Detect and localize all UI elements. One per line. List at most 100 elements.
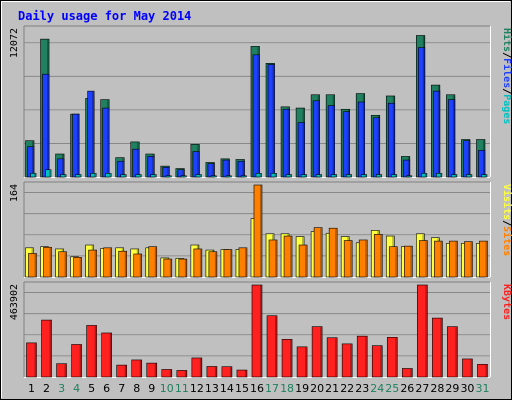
bar-pages-day-5 [90,173,97,178]
bar-files-day-24 [372,117,381,178]
bar-sites-day-24 [373,234,383,278]
x-tick-label-day-8: 8 [133,382,140,395]
bar-sites-day-27 [419,240,428,278]
bar-kbytes-day-8 [131,359,143,378]
panel-max-label: 12072 [9,28,20,58]
bar-files-day-2 [42,73,50,178]
panel-legend: Visits/Sites [501,184,512,256]
bar-sites-day-1 [28,253,37,278]
bar-pages-day-15 [240,175,247,178]
bar-kbytes-day-5 [86,325,97,378]
x-tick-label-day-17: 17 [265,382,279,395]
bar-files-day-6 [102,107,110,178]
bar-kbytes-day-18 [281,339,293,378]
x-tick-label-day-30: 30 [460,382,474,395]
bar-kbytes-day-20 [311,326,323,378]
bar-kbytes-day-2 [41,319,52,378]
bar-sites-day-9 [148,246,158,278]
bar-pages-day-23 [360,174,368,178]
bar-kbytes-day-25 [386,337,398,378]
x-tick-label-day-13: 13 [205,382,219,395]
bar-kbytes-day-11 [176,370,188,378]
panel-hits: 12072 Hits/Files/Pages [9,25,512,178]
x-tick-label-day-6: 6 [103,382,110,395]
bar-sites-day-25 [388,246,398,278]
bar-pages-day-13 [210,175,217,178]
bars-hits [25,35,488,178]
bar-sites-day-15 [238,247,248,278]
x-tick-label-day-2: 2 [43,382,50,395]
x-tick-label-day-9: 9 [148,382,155,395]
bar-sites-day-16 [253,184,263,278]
bar-files-day-19 [297,122,305,178]
bar-files-day-29 [448,99,456,178]
bar-kbytes-day-7 [116,364,127,378]
x-tick-label-day-5: 5 [88,382,95,395]
bar-sites-day-18 [283,235,293,278]
x-tick-label-day-18: 18 [280,382,294,395]
x-tick-label-day-24: 24 [370,382,384,395]
bar-sites-day-21 [328,227,338,278]
bar-kbytes-day-4 [71,344,82,378]
bar-pages-day-31 [481,174,488,178]
bar-files-day-27 [418,47,426,178]
x-tick-label-day-14: 14 [220,382,234,395]
bar-pages-day-30 [466,174,473,178]
bar-kbytes-day-28 [432,317,443,378]
bar-sites-day-28 [434,240,443,278]
bar-sites-day-5 [88,249,97,278]
legend-item-kbytes: KBytes [501,284,512,320]
x-tick-label-day-1: 1 [28,382,35,395]
bar-kbytes-day-27 [417,284,428,378]
bar-pages-day-21 [330,174,337,178]
bar-pages-day-17 [270,173,277,178]
bars-visits [25,184,488,278]
x-tick-label-day-16: 16 [250,382,264,395]
bar-pages-day-4 [75,174,82,178]
bar-files-day-4 [72,113,80,178]
bar-pages-day-2 [45,169,52,178]
bar-pages-day-27 [421,173,428,178]
x-tick-label-day-27: 27 [415,382,429,395]
bar-sites-day-11 [178,258,188,278]
bar-pages-day-11 [180,175,187,178]
bar-pages-day-1 [30,173,37,178]
bar-sites-day-8 [133,253,143,278]
panel-max-label: 463902 [9,284,20,320]
bar-kbytes-day-3 [56,363,67,378]
bar-files-day-20 [312,100,320,178]
bar-files-day-15 [237,160,245,178]
panel-visits: 164 Visits/Sites [9,181,512,278]
bar-kbytes-day-26 [402,368,413,378]
x-tick-label-day-12: 12 [190,382,204,395]
bar-files-day-9 [147,156,155,178]
bar-files-day-28 [433,90,441,178]
x-tick-label-day-10: 10 [160,382,174,395]
legend-item-visits: Visits [501,184,512,220]
bar-files-day-18 [282,108,290,178]
bar-sites-day-26 [404,245,413,278]
svg-text:Visits/Sites: Visits/Sites [501,184,512,256]
x-tick-label-day-15: 15 [235,382,249,395]
x-tick-label-day-4: 4 [73,382,80,395]
x-tick-label-day-3: 3 [58,382,65,395]
bar-sites-day-31 [479,240,488,278]
bar-pages-day-9 [150,174,157,178]
bar-kbytes-day-9 [146,362,158,378]
bar-files-day-5 [87,90,95,178]
bar-files-day-1 [27,146,35,178]
bar-kbytes-day-16 [251,284,263,378]
bar-kbytes-day-30 [462,358,473,378]
bar-sites-day-7 [118,250,127,278]
bar-pages-day-8 [135,174,142,178]
bar-files-day-16 [252,54,260,178]
x-tick-label-day-26: 26 [400,382,414,395]
bar-pages-day-20 [315,174,322,178]
x-tick-label-day-29: 29 [445,382,459,395]
bar-files-day-8 [132,148,140,178]
x-tick-label-day-19: 19 [295,382,309,395]
bar-sites-day-12 [193,248,203,278]
bar-kbytes-day-31 [477,364,488,378]
bar-pages-day-22 [345,174,352,178]
